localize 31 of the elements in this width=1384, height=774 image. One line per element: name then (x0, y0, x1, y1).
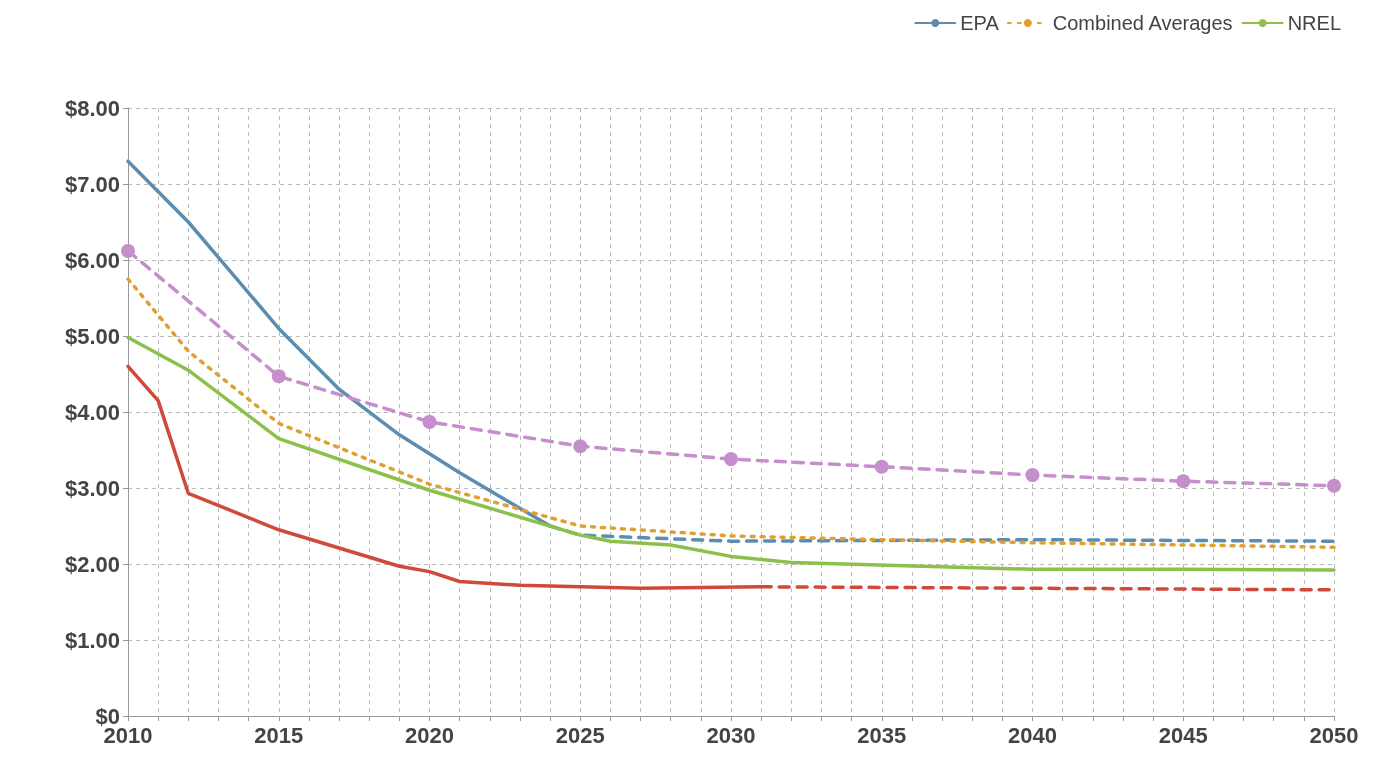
x-tick-label: 2040 (1008, 722, 1057, 748)
y-tick-label: $8.00 (64, 95, 120, 121)
legend-label: NREL (1287, 12, 1342, 34)
point (874, 459, 889, 474)
legend-label: Combined Averages (1052, 12, 1233, 34)
line-series (126, 335, 1336, 572)
x-tick-label: 2020 (405, 722, 454, 748)
y-tick-label: $0 (95, 703, 120, 729)
point (1327, 478, 1341, 493)
y-tick-label: $1.00 (64, 627, 120, 653)
line-series (126, 277, 1336, 550)
point (1176, 474, 1191, 489)
legend-label: EPA (960, 12, 1000, 34)
x-tick-label: 2030 (706, 722, 756, 748)
point (422, 414, 437, 429)
y-tick-label: $7.00 (64, 171, 120, 197)
y-tick-label: $2.00 (64, 551, 120, 577)
point (573, 439, 588, 454)
x-tick-label: 2035 (857, 722, 907, 748)
y-tick-label: $3.00 (64, 475, 120, 501)
point (724, 452, 738, 467)
x-tick-label: 2015 (254, 722, 304, 748)
y-tick-label: $4.00 (64, 399, 120, 425)
x-tick-label: 2050 (1309, 722, 1359, 748)
y-tick-label: $5.00 (64, 323, 120, 349)
x-tick-label: 2025 (555, 722, 605, 748)
x-tick-label: 2045 (1158, 722, 1208, 748)
y-tick-label: $6.00 (64, 247, 120, 273)
point (271, 369, 286, 384)
point (121, 243, 135, 258)
point (1025, 468, 1040, 483)
